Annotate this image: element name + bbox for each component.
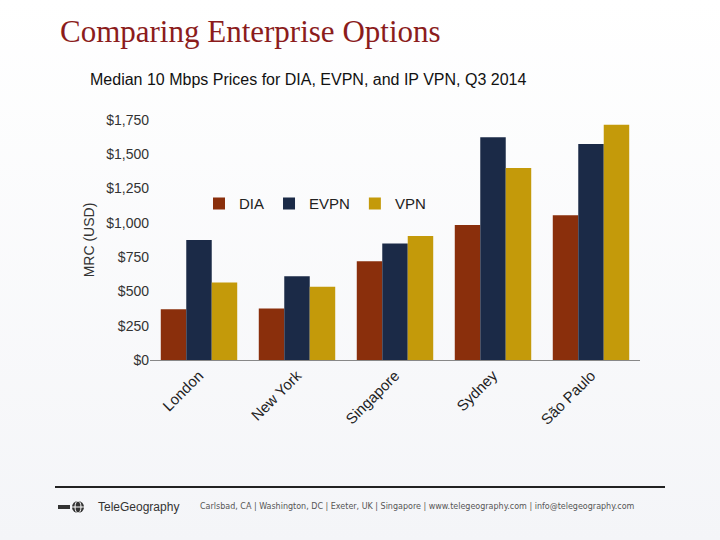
svg-text:VPN: VPN — [395, 195, 426, 212]
svg-text:$1,250: $1,250 — [106, 180, 149, 196]
html-text:Comparing Enterprise Options: Comparing Enterprise Options — [60, 14, 441, 49]
svg-text:MRC (USD): MRC (USD) — [81, 203, 97, 278]
svg-text:$1,500: $1,500 — [106, 146, 149, 162]
svg-text:$500: $500 — [118, 283, 149, 299]
svg-text:$0: $0 — [133, 352, 149, 368]
svg-text:$1,000: $1,000 — [106, 215, 149, 231]
svg-text:New York: New York — [248, 367, 305, 424]
svg-text:$250: $250 — [118, 318, 149, 334]
html-text:Carlsbad, CA | Washington, DC: Carlsbad, CA | Washington, DC | Exeter, … — [200, 502, 635, 511]
svg-text:Sydney: Sydney — [453, 367, 501, 415]
svg-text:DIA: DIA — [239, 195, 264, 212]
svg-text:London: London — [159, 367, 206, 414]
svg-text:$1,750: $1,750 — [106, 112, 149, 128]
html-text:TeleGeography: TeleGeography — [98, 500, 180, 514]
svg-text:EVPN: EVPN — [309, 195, 350, 212]
html-text:Median 10 Mbps Prices for DIA,: Median 10 Mbps Prices for DIA, EVPN, and… — [90, 71, 527, 88]
svg-text:$750: $750 — [118, 249, 149, 265]
svg-text:São Paulo: São Paulo — [537, 367, 598, 428]
svg-text:Singapore: Singapore — [342, 367, 402, 427]
